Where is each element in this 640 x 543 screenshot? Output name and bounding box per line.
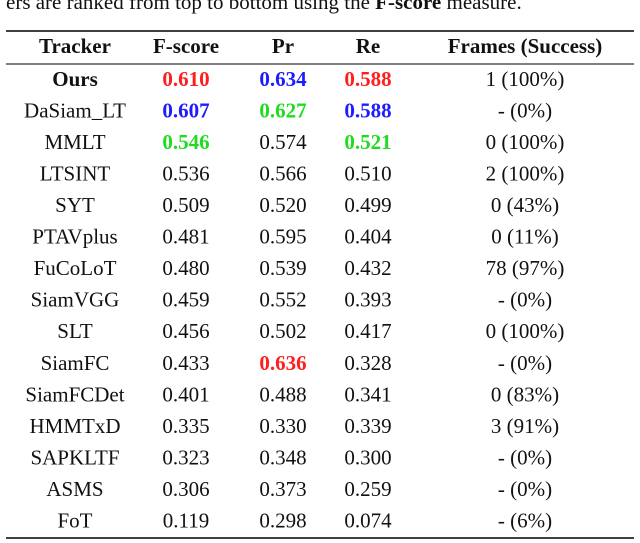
table-cell: 0.488 <box>259 382 306 406</box>
table-cell: 0.546 <box>162 130 209 154</box>
table-cell: 0.481 <box>162 225 209 249</box>
table-cell: - (0%) <box>498 288 552 312</box>
table-cell: 78 (97%) <box>486 256 565 280</box>
tracker-name: HMMTxD <box>29 414 120 438</box>
table-cell: 0.459 <box>162 288 209 312</box>
caption-text: ers are ranked from top to bottom using … <box>6 0 375 14</box>
table-cell: - (0%) <box>498 351 552 375</box>
table-cell: 0.348 <box>259 445 306 469</box>
table-cell: 0.502 <box>259 319 306 343</box>
table-cell: 0.574 <box>259 130 307 154</box>
table-cell: 0.432 <box>344 256 391 280</box>
table-cell: 0.119 <box>163 509 209 533</box>
table-cell: 0 (11%) <box>491 225 558 249</box>
tracker-name: PTAVplus <box>32 225 117 249</box>
table-cell: 0.480 <box>162 256 209 280</box>
tracker-name: FuCoLoT <box>34 256 117 280</box>
table-cell: 0.607 <box>162 98 209 122</box>
tracker-name: Ours <box>52 67 98 91</box>
table-cell: 0.330 <box>259 414 306 438</box>
table-cell: 0.520 <box>259 193 306 217</box>
tracker-name: SYT <box>55 193 95 217</box>
tracker-name: MMLT <box>44 130 105 154</box>
table-cell: 0.456 <box>162 319 209 343</box>
table-cell: 0.404 <box>344 225 392 249</box>
caption: ers are ranked from top to bottom using … <box>6 0 522 14</box>
caption-bold: F-score <box>375 0 441 14</box>
header-cell: Tracker <box>39 34 111 58</box>
table-cell: - (0%) <box>498 98 552 122</box>
table-cell: 0.536 <box>162 161 209 185</box>
tracker-name: SiamFCDet <box>25 382 124 406</box>
tracker-name: SiamVGG <box>31 288 120 312</box>
table-cell: 0.298 <box>259 509 306 533</box>
table-cell: 0.335 <box>162 414 209 438</box>
table-cell: 0.339 <box>344 414 391 438</box>
table-cell: 0.610 <box>162 67 209 91</box>
table-cell: 0.328 <box>344 351 391 375</box>
tracker-name: SiamFC <box>41 351 110 375</box>
table-cell: 0.417 <box>344 319 391 343</box>
table-cell: 0 (83%) <box>491 382 559 406</box>
table-cell: 0.499 <box>344 193 391 217</box>
tracker-name: SAPKLTF <box>30 445 119 469</box>
table-cell: 0.588 <box>344 67 391 91</box>
table-cell: 0.433 <box>162 351 209 375</box>
table-cell: - (0%) <box>498 445 552 469</box>
table-cell: 0.636 <box>259 351 306 375</box>
table-cell: 0.259 <box>344 477 391 501</box>
table-cell: 0 (100%) <box>486 319 565 343</box>
table-cell: 0.306 <box>162 477 209 501</box>
table-cell: 0.393 <box>344 288 391 312</box>
header-cell: Re <box>356 34 381 58</box>
header-cell: F-score <box>153 34 219 58</box>
table-cell: 0.341 <box>344 382 391 406</box>
tracker-name: LTSINT <box>40 161 111 185</box>
table-cell: 0.323 <box>162 445 209 469</box>
table-cell: 2 (100%) <box>486 161 565 185</box>
tracker-name: SLT <box>57 319 93 343</box>
table-cell: 3 (91%) <box>491 414 559 438</box>
table-cell: 0.539 <box>259 256 306 280</box>
table-cell: - (0%) <box>498 477 552 501</box>
table-cell: 1 (100%) <box>486 67 565 91</box>
table-cell: 0.634 <box>259 67 307 91</box>
table-cell: 0.401 <box>162 382 209 406</box>
table-cell: 0.373 <box>259 477 306 501</box>
header-cell: Pr <box>272 34 294 58</box>
table-cell: 0.595 <box>259 225 306 249</box>
table-cell: 0.552 <box>259 288 306 312</box>
table-cell: 0.074 <box>344 509 392 533</box>
header-cell: Frames (Success) <box>448 34 603 58</box>
caption-text: measure. <box>441 0 521 14</box>
table-cell: 0.566 <box>259 161 306 185</box>
table-cell: - (6%) <box>498 509 552 533</box>
table-cell: 0 (43%) <box>491 193 559 217</box>
table-cell: 0.300 <box>344 445 391 469</box>
table-cell: 0.521 <box>344 130 391 154</box>
table-cell: 0 (100%) <box>486 130 565 154</box>
table-cell: 0.588 <box>344 98 391 122</box>
table-cell: 0.627 <box>259 98 306 122</box>
tracker-name: ASMS <box>46 477 103 501</box>
tracker-name: DaSiam_LT <box>24 98 126 122</box>
table-cell: 0.509 <box>162 193 209 217</box>
table-cell: 0.510 <box>344 161 391 185</box>
tracker-name: FoT <box>57 509 92 533</box>
